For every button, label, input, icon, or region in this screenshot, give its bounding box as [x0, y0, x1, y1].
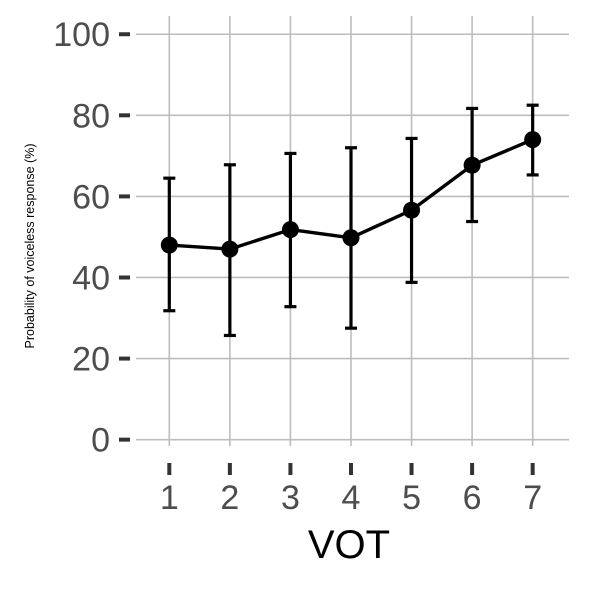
- x-tick-label-4: 4: [342, 479, 361, 517]
- data-point-3: [281, 221, 299, 239]
- data-point-6: [463, 156, 481, 174]
- data-point-7: [524, 131, 542, 149]
- y-tick-label-40: 40: [72, 259, 110, 297]
- y-tick-label-100: 100: [53, 16, 110, 54]
- y-tick-label-80: 80: [72, 97, 110, 135]
- x-tick-label-1: 1: [160, 479, 179, 517]
- grid: [136, 16, 569, 446]
- x-tick-label-2: 2: [220, 479, 239, 517]
- data-point-5: [403, 201, 421, 219]
- data-point-4: [342, 229, 360, 247]
- data-point-1: [160, 236, 178, 254]
- tick-labels: 0 20 40 60 80 100 1 2 3 4 5 6 7: [53, 16, 542, 517]
- y-axis-title: Probability of voiceless response (%): [23, 144, 37, 349]
- y-tick-label-0: 0: [91, 422, 110, 460]
- y-tick-label-20: 20: [72, 341, 110, 379]
- x-tick-label-6: 6: [463, 479, 482, 517]
- y-tick-label-60: 60: [72, 178, 110, 216]
- x-axis-title: VOT: [308, 523, 390, 567]
- x-tick-label-3: 3: [281, 479, 300, 517]
- x-tick-label-7: 7: [523, 479, 542, 517]
- series: [160, 103, 542, 338]
- axis-ticks: [119, 32, 535, 475]
- data-point-2: [221, 240, 239, 258]
- x-tick-label-5: 5: [402, 479, 421, 517]
